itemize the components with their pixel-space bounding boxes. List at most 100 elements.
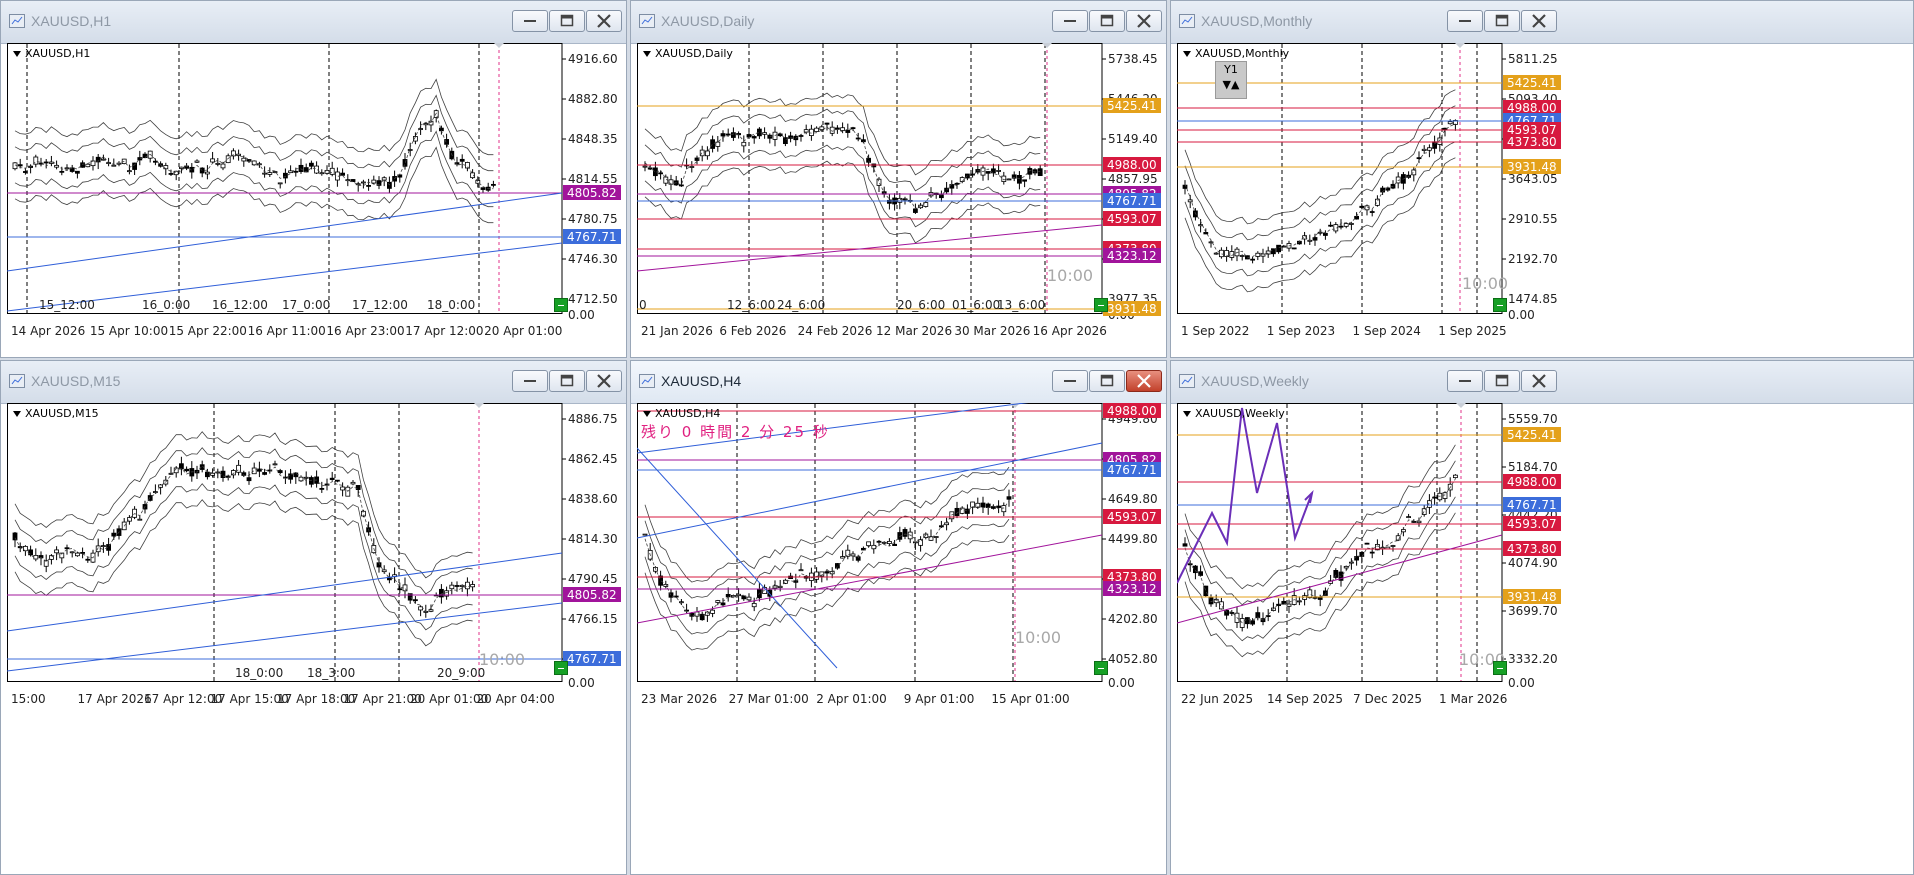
time-axis-label: 15 Apr 10:00 <box>90 324 168 338</box>
maximize-button[interactable] <box>1484 10 1520 32</box>
minimize-button[interactable] <box>1052 10 1088 32</box>
candle-body <box>1369 211 1375 213</box>
maximize-button[interactable] <box>1089 10 1125 32</box>
chart-plot-area[interactable]: XAUUSD,Daily 5738.455446.205149.404857.9… <box>637 43 1161 351</box>
minimize-icon <box>1064 380 1076 382</box>
minimize-icon <box>1459 20 1471 22</box>
price-tag-label: 4767.71 <box>567 652 617 666</box>
candle-body <box>1333 224 1339 232</box>
window-titlebar[interactable]: XAUUSD,H1 <box>1 1 626 44</box>
time-axis-label: 24 Feb 2026 <box>798 324 873 338</box>
candle-body <box>803 129 809 133</box>
price-scale-label: 4780.75 <box>568 212 618 226</box>
candle-body <box>772 585 778 589</box>
candle-body <box>59 170 65 173</box>
chart-window-h4[interactable]: XAUUSD,H4 XAUUSD,H4 残り 0 時間 2 分 25 秒 494… <box>630 360 1167 875</box>
window-titlebar[interactable]: XAUUSD,M15 <box>1 361 626 404</box>
maximize-button[interactable] <box>1484 370 1520 392</box>
bollinger-band <box>14 499 473 647</box>
chart-plot-area[interactable]: XAUUSD,Monthly Y1 ▼▲ 5811.255093.404375.… <box>1177 43 1907 351</box>
candle-body <box>1203 232 1209 235</box>
close-button[interactable] <box>586 370 622 392</box>
candle-body <box>1001 175 1007 182</box>
candle-body <box>918 204 924 209</box>
bollinger-band <box>644 534 1010 651</box>
close-button[interactable] <box>1521 10 1557 32</box>
candle-body <box>819 571 825 577</box>
price-tag <box>1103 248 1161 263</box>
dropdown-triangle-icon <box>643 51 651 57</box>
close-button[interactable] <box>1126 10 1162 32</box>
minimize-button[interactable] <box>512 370 548 392</box>
candle-body <box>1338 225 1344 228</box>
chart-plot-area[interactable]: XAUUSD,Weekly 5559.70 5184.70 4442.20 4074.… <box>1177 403 1907 868</box>
close-button[interactable] <box>1521 370 1557 392</box>
price-scale-label: 4886.75 <box>568 412 618 426</box>
window-titlebar[interactable]: XAUUSD,Monthly <box>1171 1 1913 44</box>
candle-body <box>892 543 898 546</box>
window-title: XAUUSD,H4 <box>661 373 742 389</box>
time-axis-label: 21 Jan 2026 <box>641 324 713 338</box>
trade-level-handle[interactable] <box>1493 298 1507 312</box>
trade-level-handle[interactable] <box>1493 661 1507 675</box>
candle-body <box>933 536 939 538</box>
trade-level-handle[interactable] <box>1094 298 1108 312</box>
dropdown-triangle-icon <box>13 51 21 57</box>
time-grid-label: 18_3:00 <box>307 666 355 680</box>
minimize-button[interactable] <box>1447 370 1483 392</box>
minimize-button[interactable] <box>1447 10 1483 32</box>
maximize-button[interactable] <box>549 370 585 392</box>
trade-level-handle[interactable] <box>554 661 568 675</box>
candle-body <box>319 488 325 490</box>
trade-level-handle[interactable] <box>554 298 568 312</box>
chart-window-daily[interactable]: XAUUSD,Daily XAUUSD,Daily 5738.455446.20… <box>630 0 1167 358</box>
time-axis-label: 23 Mar 2026 <box>641 692 717 706</box>
candle-body <box>1421 148 1427 151</box>
candle-body <box>808 128 814 136</box>
price-tag <box>1103 98 1161 113</box>
maximize-button[interactable] <box>1089 370 1125 392</box>
candle-body <box>782 137 788 145</box>
candle-body <box>1452 474 1458 479</box>
window-titlebar[interactable]: XAUUSD,Daily <box>631 1 1166 44</box>
candle-body <box>705 150 710 157</box>
candle-body <box>1395 535 1401 541</box>
minimize-button[interactable] <box>512 10 548 32</box>
candle-body <box>75 552 80 557</box>
candle-body <box>840 127 846 131</box>
candle-body <box>69 167 75 172</box>
chart-window-m15[interactable]: XAUUSD,M15 XAUUSD,M15 4886.75 4862.45 4838… <box>0 360 627 875</box>
chart-plot-area[interactable]: XAUUSD,H4 残り 0 時間 2 分 25 秒 4949.804799.7… <box>637 403 1161 868</box>
candle-body <box>381 569 387 573</box>
candle-body <box>464 581 470 590</box>
chart-window-monthly[interactable]: XAUUSD,Monthly XAUUSD,Monthly Y1 ▼▲ 5811… <box>1170 0 1914 358</box>
time-axis-label: 15 Apr 22:00 <box>169 324 247 338</box>
candle-body <box>1213 598 1219 604</box>
candle-body <box>147 495 153 501</box>
trade-level-handle[interactable] <box>1094 661 1108 675</box>
candle-body <box>236 464 242 473</box>
close-button[interactable] <box>586 10 622 32</box>
window-titlebar[interactable]: XAUUSD,H4 <box>631 361 1166 404</box>
maximize-icon <box>1495 374 1509 387</box>
time-grid-label: 18_0:00 <box>427 298 475 312</box>
candle-body <box>1343 223 1349 227</box>
candle-body <box>230 150 236 157</box>
bollinger-band <box>14 146 494 224</box>
minimize-button[interactable] <box>1052 370 1088 392</box>
candle-body <box>490 183 496 186</box>
one-click-trading-icon[interactable]: ▼▲ <box>1222 78 1240 91</box>
candle-body <box>101 545 106 548</box>
candle-body <box>1322 232 1328 236</box>
window-titlebar[interactable]: XAUUSD,Weekly <box>1171 361 1913 404</box>
plot-frame <box>7 43 563 314</box>
chart-window-weekly[interactable]: XAUUSD,Weekly XAUUSD,Weekly 5559.70 5184.… <box>1170 360 1914 875</box>
chart-window-h1[interactable]: XAUUSD,H1 XAUUSD,H1 4916.60 4882.80 4848.3… <box>0 0 627 358</box>
chart-plot-area[interactable]: XAUUSD,H1 4916.60 4882.80 4848.35 4814.55 47… <box>7 43 621 351</box>
one-click-trading-panel[interactable]: Y1 ▼▲ <box>1215 61 1247 99</box>
candle-body <box>767 589 773 597</box>
maximize-button[interactable] <box>549 10 585 32</box>
close-button[interactable] <box>1126 370 1162 392</box>
chart-plot-area[interactable]: XAUUSD,M15 4886.75 4862.45 4838.60 4814.30 4… <box>7 403 621 868</box>
candle-body <box>1260 253 1266 257</box>
